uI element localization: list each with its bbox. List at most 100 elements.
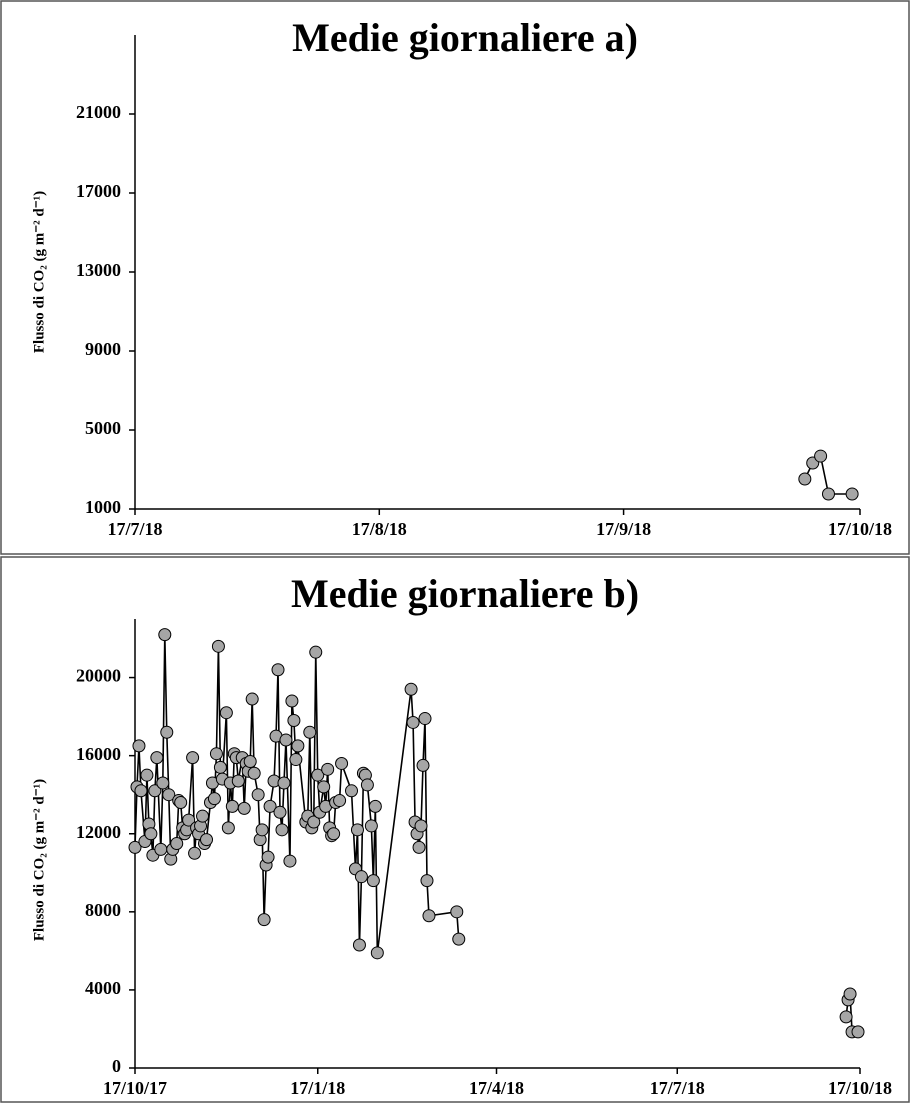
data-point (255, 823, 269, 837)
data-point (370, 946, 384, 960)
x-tick-label: 17/4/18 (469, 1078, 524, 1098)
data-point (154, 842, 168, 856)
data-point (307, 815, 321, 829)
x-tick-label: 17/10/18 (828, 519, 892, 539)
data-point (251, 788, 265, 802)
panel-frame (0, 556, 910, 1103)
data-point (174, 796, 188, 810)
data-point (406, 715, 420, 729)
y-tick-label: 5000 (85, 418, 121, 438)
data-point (134, 784, 148, 798)
data-point (245, 692, 259, 706)
y-tick-label: 13000 (76, 260, 121, 280)
data-point (845, 487, 859, 501)
data-point (798, 472, 812, 486)
data-point (414, 819, 428, 833)
data-point (450, 905, 464, 919)
data-point (182, 813, 196, 827)
data-point (277, 776, 291, 790)
chart-title: Medie giornaliere a) (292, 15, 638, 60)
data-point (345, 784, 359, 798)
data-point (416, 758, 430, 772)
y-tick-label: 20000 (76, 666, 121, 686)
data-point (354, 870, 368, 884)
data-point (333, 794, 347, 808)
data-point (317, 780, 331, 794)
data-point (839, 1010, 853, 1024)
data-point (327, 827, 341, 841)
data-point (420, 874, 434, 888)
data-point (418, 712, 432, 726)
data-point (273, 805, 287, 819)
data-point (243, 755, 257, 769)
data-point (279, 733, 293, 747)
data-point (309, 645, 323, 659)
data-point (366, 874, 380, 888)
data-point (285, 694, 299, 708)
data-point (188, 846, 202, 860)
data-point (225, 799, 239, 813)
data-point (170, 837, 184, 850)
data-point (257, 913, 271, 927)
y-axis-label: Flusso di CO₂ (g m⁻² d⁻¹) (31, 779, 47, 941)
y-tick-label: 16000 (76, 744, 121, 764)
data-point (335, 756, 349, 770)
data-point (289, 753, 303, 767)
data-point (350, 823, 364, 837)
data-point (275, 823, 289, 837)
data-point (368, 799, 382, 813)
x-tick-label: 17/9/18 (596, 519, 651, 539)
y-tick-label: 9000 (85, 339, 121, 359)
data-point (843, 987, 857, 1001)
data-point (186, 751, 200, 765)
data-point (404, 682, 418, 696)
data-point (144, 827, 158, 841)
data-point (261, 850, 275, 864)
data-point (422, 909, 436, 923)
x-tick-label: 17/10/18 (828, 1078, 892, 1098)
x-tick-label: 17/1/18 (290, 1078, 345, 1098)
panel-frame (0, 0, 910, 555)
data-point (158, 628, 172, 642)
data-point (150, 751, 164, 765)
data-point (156, 776, 170, 790)
data-point (311, 768, 325, 782)
data-point (213, 760, 227, 774)
data-point (162, 788, 176, 802)
x-tick-label: 17/7/18 (650, 1078, 705, 1098)
data-point (209, 747, 223, 761)
data-point (200, 833, 214, 847)
data-point (271, 663, 285, 677)
data-point (283, 854, 297, 868)
y-tick-label: 1000 (85, 497, 121, 517)
y-tick-label: 4000 (85, 978, 121, 998)
y-axis-label: Flusso di CO₂ (g m⁻² d⁻¹) (31, 191, 47, 353)
data-point (303, 725, 317, 739)
x-tick-label: 17/8/18 (352, 519, 407, 539)
data-point (160, 725, 174, 739)
y-tick-label: 8000 (85, 900, 121, 920)
data-point (452, 932, 466, 946)
data-point (148, 784, 162, 798)
data-point (821, 487, 835, 501)
y-tick-label: 0 (112, 1056, 121, 1076)
data-point (207, 792, 221, 806)
data-line (134, 634, 859, 1033)
data-point (412, 840, 426, 854)
data-point (132, 739, 146, 753)
data-point (364, 819, 378, 833)
y-tick-label: 12000 (76, 822, 121, 842)
data-point (140, 768, 154, 782)
data-point (219, 706, 233, 720)
data-point (231, 774, 245, 788)
y-tick-label: 21000 (76, 102, 121, 122)
chart-title: Medie giornaliere b) (291, 571, 639, 616)
data-point (287, 714, 301, 728)
data-point (352, 938, 366, 952)
data-point (237, 801, 251, 815)
data-point (321, 762, 335, 776)
x-tick-label: 17/7/18 (107, 519, 162, 539)
y-tick-label: 17000 (76, 181, 121, 201)
data-point (211, 639, 225, 653)
